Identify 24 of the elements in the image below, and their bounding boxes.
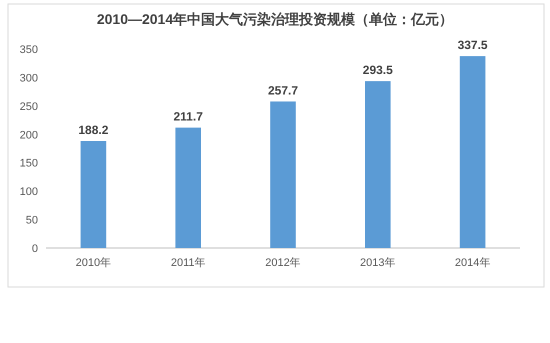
data-label: 211.7 <box>174 110 204 124</box>
x-tick-label: 2014年 <box>454 257 490 269</box>
bar <box>175 128 201 248</box>
y-tick-label: 250 <box>20 100 38 113</box>
x-tick-label: 2010年 <box>76 257 112 269</box>
bar <box>460 56 486 248</box>
bar <box>270 101 296 248</box>
x-tick-label: 2013年 <box>360 257 396 269</box>
chart-title: 2010—2014年中国大气污染治理投资规模（单位：亿元） <box>96 11 454 27</box>
data-label: 257.7 <box>268 83 298 98</box>
y-tick-label: 150 <box>20 158 38 170</box>
y-tick-label: 350 <box>20 44 38 56</box>
y-tick-label: 0 <box>32 243 38 255</box>
data-label: 188.2 <box>78 122 109 137</box>
y-tick-label: 300 <box>20 72 38 84</box>
x-tick-label: 2012年 <box>265 257 301 269</box>
y-tick-label: 200 <box>20 129 38 142</box>
bar <box>80 140 106 248</box>
x-tick-label: 2011年 <box>170 257 206 269</box>
data-label: 337.5 <box>458 38 488 52</box>
data-label: 293.5 <box>362 63 394 78</box>
y-tick-label: 100 <box>20 186 38 198</box>
y-tick-label: 50 <box>26 214 38 227</box>
bar <box>365 81 391 248</box>
